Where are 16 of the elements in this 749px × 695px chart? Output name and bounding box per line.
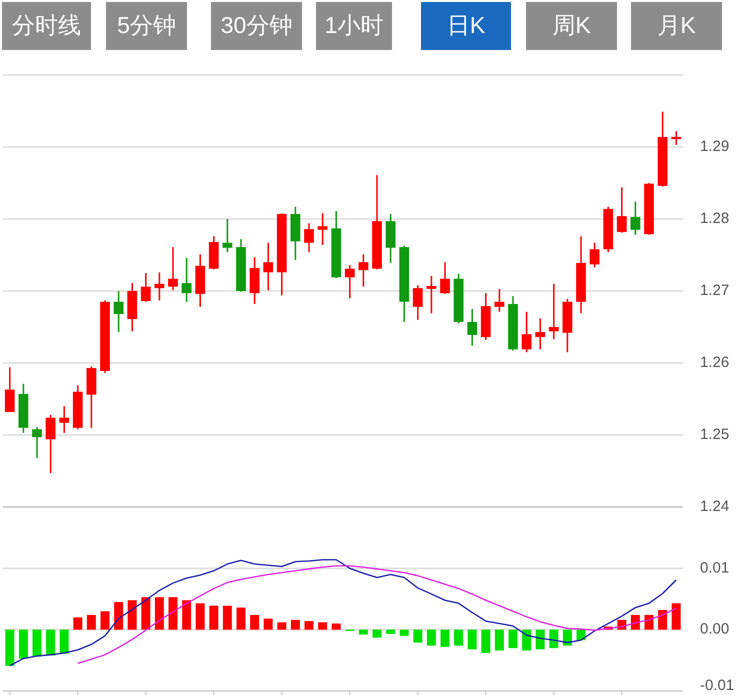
category-label: 5分钟 — [117, 12, 176, 38]
y-tick-label: 1.29 — [700, 138, 730, 155]
y-tick-label: 1.26 — [700, 354, 730, 371]
y-tick-label: -0.01 — [700, 676, 734, 694]
y-tick-label: 1.27 — [700, 282, 730, 299]
y-tick-label: 0.01 — [700, 559, 730, 576]
category-label: 月K — [657, 12, 696, 38]
y-tick-label: 1.25 — [700, 426, 730, 443]
category-label: 30分钟 — [220, 12, 292, 38]
y-tick-label: 1.24 — [700, 498, 730, 515]
category-label: 1小时 — [324, 12, 384, 38]
category-label: 分时线 — [12, 12, 81, 38]
y-tick-label: 0.00 — [700, 620, 730, 638]
category-label: 周K — [552, 12, 592, 38]
y-tick-label: 1.28 — [700, 210, 730, 227]
category-label: 日K — [446, 12, 486, 38]
